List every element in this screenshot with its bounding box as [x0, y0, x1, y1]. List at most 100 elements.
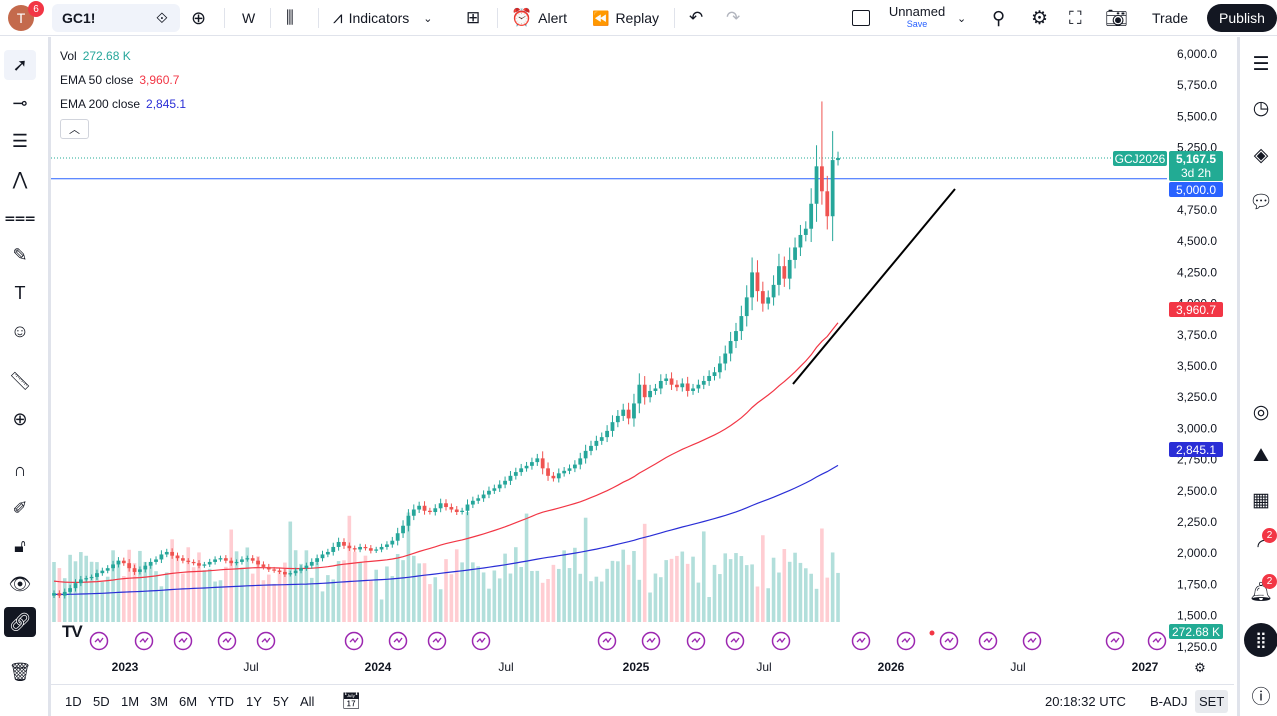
candle-body [809, 203, 814, 229]
eye-icon[interactable]: 👁︎ [8, 573, 32, 594]
date-range-icon[interactable]: 📅︎ [341, 693, 362, 710]
ruler-icon[interactable]: 📏︎ [8, 370, 32, 391]
range-1d[interactable]: 1D [65, 693, 82, 709]
price-chart[interactable]: 6,000.05,750.05,500.05,250.04,750.04,500… [51, 37, 1234, 684]
tradingview-logo[interactable]: TV [62, 622, 83, 641]
help-icon[interactable]: ⓘ [1251, 686, 1271, 708]
candle-body [771, 284, 776, 298]
layers-icon[interactable]: ◈ [1253, 144, 1269, 166]
calendar-icon[interactable]: ▦ [1252, 489, 1270, 511]
volume-bar [438, 589, 443, 622]
screener-icon[interactable]: ◎ [1252, 401, 1270, 423]
watchlist-icon[interactable]: ☰ [1252, 53, 1270, 75]
candle-body [89, 576, 94, 579]
range-5d[interactable]: 5D [93, 693, 110, 709]
candle-body [669, 378, 674, 385]
candle-body [223, 558, 228, 561]
camera-icon[interactable]: 📷︎ [1105, 7, 1128, 28]
layout-checkbox[interactable] [852, 0, 870, 36]
publish-button[interactable]: Publish [1207, 4, 1277, 32]
alerts-badge: 2 [1262, 574, 1277, 589]
candle-body [68, 588, 73, 592]
candle-body [734, 331, 738, 342]
clock[interactable]: 20:18:32 UTC [1045, 693, 1126, 709]
lock-icon[interactable]: 🔓︎ [14, 535, 26, 556]
volume-bar [487, 588, 491, 622]
redo-icon[interactable]: ↷ [726, 8, 741, 27]
ema200-value: 2,845.1 [146, 97, 187, 111]
volume-bar [530, 570, 534, 622]
volume-bar [331, 579, 336, 622]
prediction-tool-icon[interactable]: ⩶ [4, 206, 36, 227]
emoji-tool-icon[interactable]: ☺ [10, 320, 30, 341]
pine-icon[interactable]: ⛰ [1253, 445, 1269, 466]
range-3m[interactable]: 3M [150, 693, 169, 709]
fib-tool-icon[interactable]: ☰ [11, 130, 29, 151]
replay-button[interactable]: ⏪ Replay [592, 9, 660, 27]
settings-gear-icon[interactable]: ⚙ [1031, 7, 1049, 29]
magnet-icon[interactable]: ∩ [13, 459, 27, 480]
apps-grid-icon[interactable]: ⣿ [1244, 623, 1277, 657]
trade-button[interactable]: Trade [1152, 10, 1189, 26]
symbol-search[interactable]: GC1! [52, 4, 180, 32]
interval-button[interactable]: W [242, 10, 256, 26]
range-6m[interactable]: 6M [179, 693, 198, 709]
cursor-icon[interactable]: ➚ [4, 50, 36, 80]
range-1y[interactable]: 1Y [246, 693, 262, 709]
ema200-legend[interactable]: EMA 200 close 2,845.1 [60, 97, 186, 111]
candle-body [530, 462, 534, 466]
pattern-tool-icon[interactable]: ⋀ [12, 168, 28, 189]
candle-body [438, 503, 443, 509]
drawing-mode-icon[interactable]: ✐ [12, 497, 28, 518]
volume-legend[interactable]: Vol 272.68 K [60, 49, 131, 63]
session-button[interactable]: SET [1195, 685, 1229, 716]
candle-body [589, 445, 593, 451]
chat-icon[interactable]: 💬︎ [1248, 192, 1274, 213]
brush-tool-icon[interactable]: ✎ [12, 244, 28, 265]
price-tick-label: 1,750.0 [1177, 577, 1217, 591]
chart-pane[interactable]: 6,000.0 5,750.0 5,500.0 5,250.0 4,750.0 4,500… [51, 37, 1234, 684]
trash-icon[interactable]: 🗑︎ [8, 661, 32, 682]
zoom-in-icon[interactable]: ⊕ [12, 408, 28, 429]
chevron-down-icon[interactable]: ⌄ [957, 12, 967, 25]
candle-body [52, 593, 56, 596]
candle-body [78, 579, 83, 584]
quick-search-icon[interactable]: ⚲ [992, 7, 1006, 28]
trend-line-tool-icon[interactable]: ⊸ [12, 92, 28, 113]
range-1m[interactable]: 1M [121, 693, 140, 709]
volume-bar [739, 556, 744, 622]
candles-icon[interactable]: ⫼ [286, 8, 294, 27]
time-tick-label: 2026 [878, 660, 905, 674]
fullscreen-icon[interactable]: ⛶ [1069, 7, 1082, 28]
indicators-button[interactable]: ⩘ Indicators ⌄ [333, 8, 433, 27]
adjustment-toggle[interactable]: B-ADJ [1150, 693, 1188, 709]
alert-button[interactable]: ⏰ Alert [511, 8, 567, 27]
symbol-name[interactable]: GC1! [62, 10, 96, 26]
text-tool-icon[interactable]: T [14, 282, 26, 303]
chevron-up-icon[interactable]: ︿ [60, 119, 89, 139]
undo-icon[interactable]: ↶ [689, 8, 704, 27]
volume-bar [476, 566, 481, 622]
templates-grid-icon[interactable]: ⊞ [466, 8, 481, 27]
link-icon[interactable]: 🔗︎ [4, 607, 36, 637]
candle-body [497, 484, 502, 489]
volume-bar [680, 551, 685, 622]
candle-body [594, 440, 599, 446]
candle-body [476, 498, 481, 501]
volume-bar [283, 562, 287, 622]
event-arrow-icon [349, 637, 359, 644]
candle-body [352, 548, 357, 550]
range-ytd[interactable]: YTD [208, 693, 234, 709]
range-all[interactable]: All [300, 693, 315, 709]
ema50-legend[interactable]: EMA 50 close 3,960.7 [60, 73, 179, 87]
time-tick-label: Jul [498, 660, 513, 674]
candle-body [207, 561, 212, 565]
symbol-options-icon[interactable]: ⟐ [156, 9, 168, 27]
candle-body [481, 494, 486, 499]
layout-name-button[interactable]: Unnamed Save [884, 4, 950, 29]
compare-symbol-icon[interactable]: ⊕ [191, 7, 207, 28]
streams-icon[interactable]: ◜ [1257, 535, 1265, 557]
range-5y[interactable]: 5Y [273, 693, 289, 709]
price-tick-label: 5,500.0 [1177, 109, 1217, 123]
alerts-clock-icon[interactable]: ◷ [1252, 97, 1270, 119]
